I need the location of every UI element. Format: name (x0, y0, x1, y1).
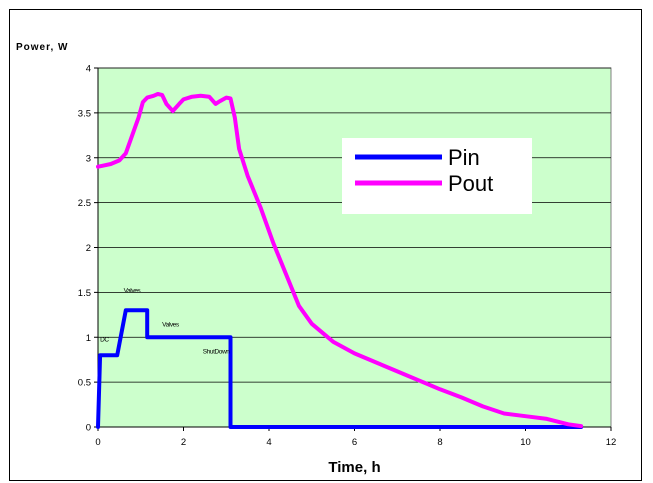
x-tick-label: 12 (606, 437, 617, 448)
legend: Pin Pout (342, 138, 532, 214)
x-tick-label: 4 (266, 437, 271, 448)
y-tick-label: 1.5 (78, 288, 91, 299)
chart-frame: 0 0.5 1 1.5 2 2.5 3 3.5 4 0 2 4 6 8 10 12 DC Valves Valve… (9, 9, 642, 481)
y-tick-label: 3.5 (78, 108, 91, 119)
y-tick-label: 2.5 (78, 198, 91, 209)
x-tick-label: 8 (437, 437, 442, 448)
x-tick-label: 10 (520, 437, 531, 448)
annotation-label: Valves (124, 287, 142, 294)
x-tick-label: 0 (95, 437, 100, 448)
power-chart: 0 0.5 1 1.5 2 2.5 3 3.5 4 0 2 4 6 8 10 12 DC Valves Valve… (16, 42, 617, 476)
annotation-label: Valves (162, 321, 180, 328)
annotation-label: DC (100, 337, 109, 344)
x-tick-label: 2 (181, 437, 186, 448)
y-axis-label: Power, W (16, 42, 68, 53)
legend-label-pout: Pout (448, 171, 493, 196)
x-axis-label: Time, h (328, 459, 380, 476)
y-tick-label: 0 (86, 423, 91, 434)
series-lines (96, 92, 584, 429)
y-tick-label: 4 (86, 64, 91, 75)
series-line-pin (96, 308, 584, 429)
y-tick-label: 0.5 (78, 378, 91, 389)
annotations: DC Valves Valves ShutDown (100, 287, 231, 355)
x-tick-label: 6 (352, 437, 357, 448)
y-tick-label: 3 (86, 153, 91, 164)
series-line-pout (96, 92, 584, 429)
y-tick-label: 1 (86, 333, 91, 344)
annotation-label: ShutDown (203, 348, 231, 355)
y-tick-label: 2 (86, 243, 91, 254)
legend-box (342, 138, 532, 214)
legend-label-pin: Pin (448, 145, 480, 170)
